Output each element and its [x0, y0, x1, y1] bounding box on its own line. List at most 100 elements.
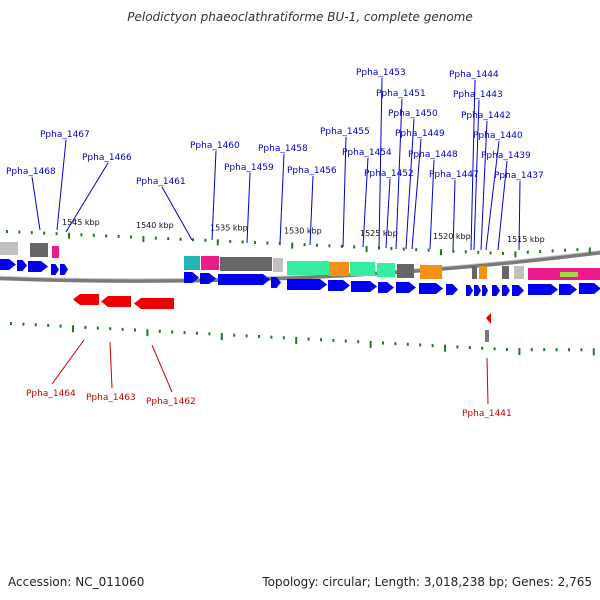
leader-line: [211, 150, 217, 241]
gene-arrow[interactable]: [419, 283, 443, 294]
gene-label[interactable]: Ppha_1455: [320, 127, 370, 137]
gene-label[interactable]: Ppha_1444: [449, 70, 499, 80]
gene-arrow[interactable]: [492, 285, 500, 296]
tick-mark: [142, 236, 145, 243]
tick-mark: [130, 235, 132, 239]
feature-block[interactable]: [287, 261, 329, 275]
gene-arrow[interactable]: [73, 294, 99, 305]
position-label: 1545 kbp: [62, 218, 100, 227]
gene-label[interactable]: Ppha_1461: [136, 177, 186, 187]
feature-block[interactable]: [397, 264, 414, 278]
leader-line: [109, 341, 113, 389]
feature-block[interactable]: [220, 257, 272, 271]
gene-arrow[interactable]: [559, 284, 577, 295]
gene-label[interactable]: Ppha_1451: [376, 89, 426, 99]
leader-line: [309, 175, 314, 246]
gene-label[interactable]: Ppha_1460: [190, 141, 240, 151]
gene-arrow[interactable]: [287, 279, 327, 290]
gene-arrow[interactable]: [579, 283, 600, 294]
gene-arrow[interactable]: [134, 298, 174, 309]
tick-mark: [233, 333, 236, 337]
tick-mark: [134, 328, 136, 332]
gene-label[interactable]: Ppha_1452: [364, 169, 414, 179]
feature-block[interactable]: [502, 266, 509, 279]
gene-arrow[interactable]: [486, 313, 491, 324]
tick-mark: [530, 348, 533, 352]
gene-arrow[interactable]: [0, 259, 16, 270]
tick-mark: [514, 251, 517, 258]
leader-line: [279, 153, 285, 244]
gene-label[interactable]: Ppha_1449: [395, 129, 445, 139]
gene-label[interactable]: Ppha_1462: [146, 397, 196, 407]
gene-label[interactable]: Ppha_1450: [388, 109, 438, 119]
gene-label[interactable]: Ppha_1447: [429, 170, 479, 180]
gene-label[interactable]: Ppha_1440: [473, 131, 523, 141]
tick-mark: [344, 339, 347, 343]
gene-label[interactable]: Ppha_1468: [6, 167, 56, 177]
tick-mark: [158, 329, 161, 333]
gene-label[interactable]: Ppha_1448: [408, 150, 458, 160]
gene-label[interactable]: Ppha_1442: [461, 111, 511, 121]
feature-block[interactable]: [329, 262, 349, 276]
gene-arrow[interactable]: [17, 260, 27, 271]
gene-label[interactable]: Ppha_1463: [86, 393, 136, 403]
gene-arrow[interactable]: [51, 264, 59, 275]
gene-label[interactable]: Ppha_1467: [40, 130, 90, 140]
feature-block[interactable]: [472, 266, 477, 279]
feature-block[interactable]: [560, 272, 578, 277]
gene-label[interactable]: Ppha_1464: [26, 389, 76, 399]
leader-line: [470, 79, 476, 251]
gene-label[interactable]: Ppha_1466: [82, 153, 132, 163]
feature-block[interactable]: [52, 246, 59, 258]
gene-arrow[interactable]: [446, 284, 458, 295]
gene-label[interactable]: Ppha_1437: [494, 171, 544, 181]
gene-label[interactable]: Ppha_1453: [356, 68, 406, 78]
gene-label[interactable]: Ppha_1456: [287, 166, 337, 176]
gene-arrow[interactable]: [502, 285, 510, 296]
gene-arrow[interactable]: [271, 277, 281, 288]
gene-label[interactable]: Ppha_1458: [258, 144, 308, 154]
gene-label[interactable]: Ppha_1454: [342, 148, 392, 158]
gene-arrow[interactable]: [378, 282, 394, 293]
feature-block[interactable]: [184, 256, 200, 270]
feature-block[interactable]: [201, 256, 219, 270]
feature-block[interactable]: [377, 263, 395, 277]
gene-label[interactable]: Ppha_1459: [224, 163, 274, 173]
tick-mark: [592, 348, 595, 356]
feature-block[interactable]: [350, 262, 375, 276]
gene-arrow[interactable]: [512, 285, 524, 296]
gene-arrow[interactable]: [218, 274, 270, 285]
feature-block[interactable]: [514, 266, 524, 279]
tick-mark: [183, 331, 186, 335]
feature-block[interactable]: [273, 258, 283, 272]
tick-mark: [34, 323, 37, 327]
tick-mark: [146, 329, 149, 337]
gene-arrow[interactable]: [28, 261, 48, 272]
gene-arrow[interactable]: [528, 284, 558, 295]
leader-line: [480, 120, 488, 251]
feature-block[interactable]: [420, 265, 442, 279]
tick-mark: [555, 348, 558, 352]
gene-arrow[interactable]: [101, 296, 131, 307]
tick-mark: [493, 347, 496, 351]
tick-mark: [468, 346, 471, 350]
gene-arrow[interactable]: [328, 280, 350, 291]
feature-block[interactable]: [479, 266, 487, 279]
gene-arrow[interactable]: [474, 285, 481, 296]
gene-arrow[interactable]: [200, 273, 216, 284]
tick-mark: [22, 322, 25, 326]
gene-arrow[interactable]: [184, 272, 199, 283]
gene-label[interactable]: Ppha_1443: [453, 90, 503, 100]
gene-arrow[interactable]: [482, 285, 488, 296]
feature-block[interactable]: [485, 330, 489, 342]
gene-arrow[interactable]: [466, 285, 473, 296]
tick-mark: [18, 230, 21, 234]
gene-label[interactable]: Ppha_1439: [481, 151, 531, 161]
gene-arrow[interactable]: [396, 282, 416, 293]
gene-label[interactable]: Ppha_1441: [462, 409, 512, 419]
gene-arrow[interactable]: [351, 281, 377, 292]
feature-block[interactable]: [30, 243, 48, 257]
gene-arrow[interactable]: [60, 264, 68, 275]
tick-mark: [245, 334, 248, 338]
feature-block[interactable]: [0, 242, 18, 255]
